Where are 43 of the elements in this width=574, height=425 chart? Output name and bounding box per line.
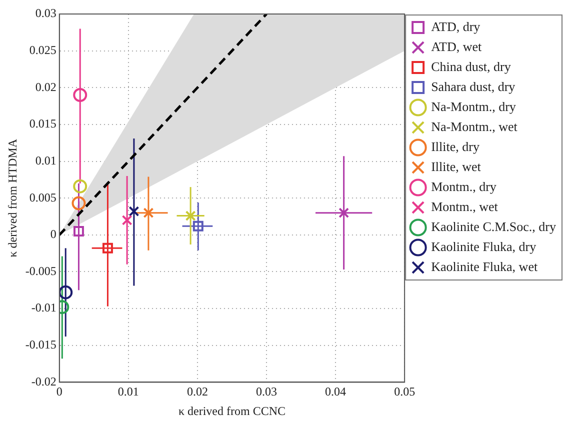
- point: [143, 208, 154, 218]
- y-tick-label: 0.02: [35, 80, 56, 94]
- y-tick-label: -0.005: [25, 264, 56, 278]
- x-tick-label: 0.02: [186, 384, 208, 399]
- point: [59, 285, 73, 300]
- point: [73, 226, 84, 236]
- legend-label: Na-Montm., dry: [431, 98, 516, 114]
- point: [192, 220, 204, 232]
- y-tick-label: 0.015: [29, 116, 56, 131]
- x-tick-label: 0.04: [325, 384, 346, 399]
- point: [122, 214, 132, 226]
- point: [185, 210, 196, 222]
- legend-label: Illite, dry: [431, 138, 480, 154]
- point: [73, 179, 88, 194]
- legend-label: Montm., wet: [431, 198, 498, 214]
- point: [338, 208, 350, 218]
- y-tick-label: 0.025: [29, 42, 56, 57]
- point: [73, 88, 88, 102]
- x-tick-label: 0.01: [118, 384, 139, 399]
- y-tick-label: -0.02: [31, 374, 56, 388]
- point: [72, 196, 86, 210]
- y-tick-label: 0: [50, 227, 56, 242]
- y-tick-label: 0.01: [35, 153, 56, 168]
- legend-label: Na-Montm., wet: [431, 118, 518, 134]
- legend-label: China dust, dry: [431, 58, 512, 74]
- legend-label: Montm., dry: [431, 178, 497, 194]
- y-tick-label: -0.015: [25, 338, 56, 352]
- y-tick-label: 0.005: [29, 190, 56, 204]
- legend-label: Sahara dust, dry: [431, 78, 516, 94]
- legend-label: Illite, wet: [431, 158, 482, 174]
- y-tick-label: 0.03: [35, 6, 56, 20]
- x-tick-label: 0.03: [256, 384, 277, 399]
- x-axis-title: κ derived from CCNC: [178, 404, 286, 418]
- point: [102, 242, 113, 254]
- point: [128, 206, 140, 217]
- legend-label: Kaolinite Fluka, dry: [431, 238, 537, 254]
- legend-label: ATD, wet: [431, 38, 482, 54]
- legend-label: Kaolinite C.M.Soc., dry: [431, 218, 556, 234]
- y-axis-title: κ derived from HTDMA: [5, 138, 20, 258]
- x-tick-label: 0.05: [394, 384, 416, 399]
- y-tick-label: -0.01: [31, 300, 56, 315]
- legend-label: Kaolinite Fluka, wet: [431, 258, 538, 274]
- legend-label: ATD, dry: [431, 18, 481, 34]
